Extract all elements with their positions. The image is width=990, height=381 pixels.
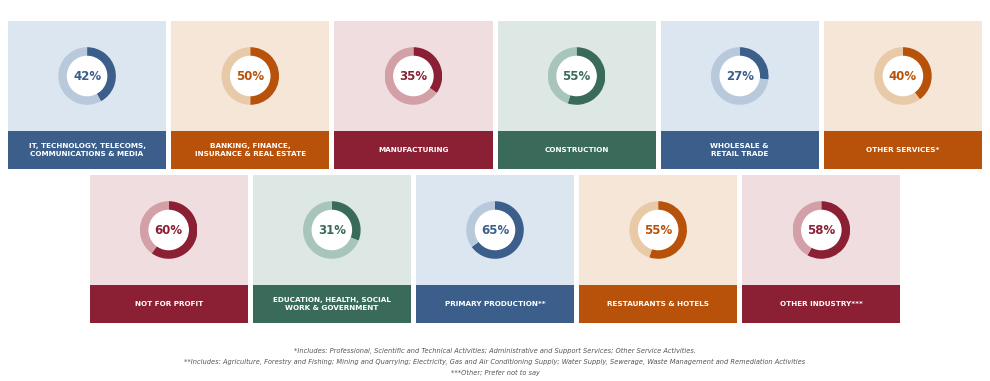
Wedge shape (151, 201, 197, 259)
Bar (742, 175, 901, 285)
Wedge shape (414, 47, 443, 93)
Bar (8, 21, 166, 131)
Wedge shape (903, 47, 932, 99)
Wedge shape (793, 201, 822, 255)
Bar (660, 21, 819, 131)
Bar (660, 131, 819, 169)
Bar (252, 175, 411, 285)
Text: NOT FOR PROFIT: NOT FOR PROFIT (135, 301, 203, 307)
Wedge shape (547, 47, 576, 103)
Circle shape (394, 56, 433, 96)
Wedge shape (808, 201, 850, 259)
Circle shape (883, 56, 923, 96)
Wedge shape (332, 201, 360, 240)
Bar (498, 21, 655, 131)
Text: 31%: 31% (318, 224, 346, 237)
Bar (416, 175, 574, 285)
Text: BANKING, FINANCE,
INSURANCE & REAL ESTATE: BANKING, FINANCE, INSURANCE & REAL ESTAT… (195, 143, 306, 157)
Text: OTHER SERVICES*: OTHER SERVICES* (866, 147, 940, 153)
Wedge shape (222, 47, 250, 105)
Text: RESTAURANTS & HOTELS: RESTAURANTS & HOTELS (607, 301, 709, 307)
Bar (579, 285, 738, 323)
Wedge shape (58, 47, 101, 105)
Text: 50%: 50% (237, 69, 264, 83)
Text: 55%: 55% (644, 224, 672, 237)
Wedge shape (471, 201, 524, 259)
Circle shape (312, 210, 351, 250)
Wedge shape (140, 201, 168, 253)
Wedge shape (303, 201, 358, 259)
Circle shape (720, 56, 759, 96)
Text: WHOLESALE &
RETAIL TRADE: WHOLESALE & RETAIL TRADE (711, 143, 769, 157)
Circle shape (639, 210, 678, 250)
Bar (824, 131, 982, 169)
Bar (498, 131, 655, 169)
Wedge shape (740, 47, 768, 80)
Text: 35%: 35% (399, 69, 428, 83)
Bar (335, 21, 492, 131)
Text: 55%: 55% (562, 69, 591, 83)
Wedge shape (874, 47, 920, 105)
Bar (89, 285, 248, 323)
Text: 58%: 58% (807, 224, 836, 237)
Bar (335, 131, 492, 169)
Bar (171, 131, 330, 169)
Bar (742, 285, 901, 323)
Text: 27%: 27% (726, 69, 753, 83)
Text: OTHER INDUSTRY***: OTHER INDUSTRY*** (780, 301, 862, 307)
Wedge shape (385, 47, 437, 105)
Wedge shape (630, 201, 658, 258)
Wedge shape (711, 47, 768, 105)
Text: 42%: 42% (73, 69, 101, 83)
Bar (416, 285, 574, 323)
Text: 65%: 65% (481, 224, 509, 237)
Bar (252, 285, 411, 323)
Circle shape (67, 56, 107, 96)
Circle shape (231, 56, 270, 96)
Bar (824, 21, 982, 131)
Circle shape (475, 210, 515, 250)
Text: **Includes: Agriculture, Forestry and Fishing; Mining and Quarrying; Electricity: **Includes: Agriculture, Forestry and Fi… (184, 359, 806, 365)
Wedge shape (466, 201, 495, 247)
Wedge shape (87, 47, 116, 101)
Bar (8, 131, 166, 169)
Circle shape (802, 210, 841, 250)
Text: IT, TECHNOLOGY, TELECOMS,
COMMUNICATIONS & MEDIA: IT, TECHNOLOGY, TELECOMS, COMMUNICATIONS… (29, 143, 146, 157)
Wedge shape (250, 47, 279, 105)
Text: 40%: 40% (889, 69, 917, 83)
Text: CONSTRUCTION: CONSTRUCTION (544, 147, 609, 153)
Text: *Includes: Professional, Scientific and Technical Activities; Administrative and: *Includes: Professional, Scientific and … (294, 348, 696, 354)
Circle shape (557, 56, 596, 96)
Text: ***Other; Prefer not to say: ***Other; Prefer not to say (450, 370, 540, 376)
Wedge shape (567, 47, 605, 105)
Circle shape (149, 210, 188, 250)
Text: PRIMARY PRODUCTION**: PRIMARY PRODUCTION** (445, 301, 545, 307)
Bar (171, 21, 330, 131)
Bar (89, 175, 248, 285)
Wedge shape (649, 201, 687, 259)
Text: MANUFACTURING: MANUFACTURING (378, 147, 448, 153)
Text: EDUCATION, HEALTH, SOCIAL
WORK & GOVERNMENT: EDUCATION, HEALTH, SOCIAL WORK & GOVERNM… (273, 297, 391, 311)
Text: 60%: 60% (154, 224, 183, 237)
Bar (579, 175, 738, 285)
